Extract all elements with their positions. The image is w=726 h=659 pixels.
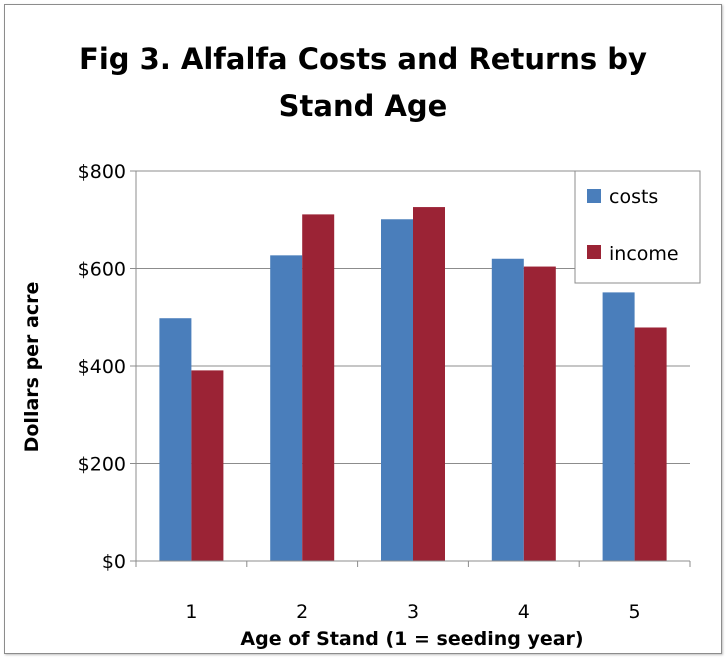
x-tick-label: 1 [185,601,197,623]
legend-swatch-income [587,245,601,259]
bar-income-5 [634,327,667,561]
tick-labels: $0 $200 $400 $600 $800 1 2 3 4 5 [78,161,641,623]
x-axis-title: Age of Stand (1 = seeding year) [240,628,583,650]
y-tick-label: $600 [78,259,126,281]
legend-label-costs: costs [609,186,658,208]
x-tick-label: 4 [518,601,530,623]
x-tick-label: 5 [629,601,641,623]
bar-income-4 [523,266,556,561]
y-tick-label: $400 [78,356,126,378]
bar-costs-4 [491,258,524,561]
chart-frame: Fig 3. Alfalfa Costs and Returns by Stan… [4,4,722,654]
bar-income-2 [302,214,335,561]
axes [130,170,691,567]
bar-income-1 [191,370,224,561]
y-tick-label: $0 [102,551,126,573]
y-tick-label: $200 [78,454,126,476]
legend: costs income [574,170,701,284]
bar-costs-1 [159,318,192,561]
chart-title-line-2: Stand Age [279,89,448,123]
legend-swatch-costs [587,189,601,203]
bar-costs-3 [381,219,413,561]
legend-label-income: income [609,243,679,265]
bar-costs-5 [602,292,635,561]
chart: Fig 3. Alfalfa Costs and Returns by Stan… [21,42,701,650]
bars [159,207,667,561]
x-tick-label: 3 [407,601,419,623]
bar-income-3 [413,207,445,561]
bar-costs-2 [270,255,303,561]
chart-title-line-1: Fig 3. Alfalfa Costs and Returns by [79,42,647,76]
x-tick-label: 2 [296,601,308,623]
y-tick-label: $800 [78,161,126,183]
y-axis-title: Dollars per acre [21,282,43,453]
